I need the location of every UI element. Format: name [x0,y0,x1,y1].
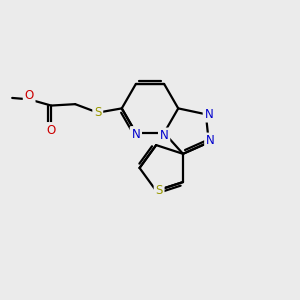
Text: O: O [46,124,56,137]
Text: N: N [206,134,215,147]
Text: S: S [155,184,163,197]
Text: S: S [94,106,101,119]
Text: O: O [25,89,34,102]
Text: N: N [160,129,169,142]
Text: N: N [131,128,140,141]
Text: N: N [205,108,213,121]
